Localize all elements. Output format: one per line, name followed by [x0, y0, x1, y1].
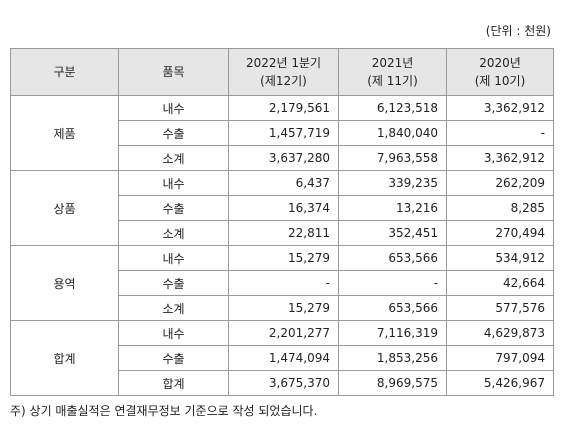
table-row: 소계 15,279 653,566 577,576: [11, 295, 554, 321]
group-cell: 용역: [10, 245, 119, 321]
table-row: 수출 1,457,719 1,840,040-: [11, 120, 554, 146]
value-cell: 2,179,561: [228, 95, 339, 121]
value-cell: 6,123,518: [338, 95, 447, 121]
item-cell: 내수: [118, 245, 229, 271]
value-cell: -: [338, 270, 447, 296]
header-cell: 2020년 (제 10기): [446, 48, 554, 96]
value-cell: 2,201,277: [228, 320, 339, 346]
header-text: (제12기): [260, 74, 307, 88]
value-cell: 22,811: [228, 220, 339, 246]
item-cell: 수출: [118, 270, 229, 296]
value-cell: 1,457,719: [228, 120, 339, 146]
sales-table: 구분 품목 2022년 1분기 (제12기) 2021년 (제 11기) 2020년 (제 1…: [10, 48, 554, 396]
value-cell: 3,362,912: [446, 145, 554, 171]
item-cell: 내수: [118, 95, 229, 121]
header-row: 구분 품목 2022년 1분기 (제12기) 2021년 (제 11기) 2020년 (제 1…: [10, 48, 554, 96]
item-cell: 수출: [118, 345, 229, 371]
table-row: 수출 16,374 13,216 8,285: [11, 195, 554, 221]
item-cell: 소계: [118, 220, 229, 246]
table-body: 제품 내수 2,179,561 6,123,518 3,362,912 수출 1,457,7…: [10, 95, 554, 396]
value-cell: 3,637,280: [228, 145, 339, 171]
value-cell: 577,576: [446, 295, 554, 321]
value-cell: 653,566: [338, 295, 447, 321]
value-cell: 1,853,256: [338, 345, 447, 371]
value-cell: 1,840,040: [338, 120, 447, 146]
value-cell: 15,279: [228, 295, 339, 321]
header-cell: 2021년 (제 11기): [338, 48, 447, 96]
value-cell: 42,664: [446, 270, 554, 296]
value-cell: 7,963,558: [338, 145, 447, 171]
item-cell: 합계: [118, 370, 229, 396]
value-cell: 3,362,912: [446, 95, 554, 121]
header-text: 2022년 1분기: [245, 56, 322, 70]
header-text: 품목: [162, 65, 185, 79]
value-cell: 352,451: [338, 220, 447, 246]
footnote: 주) 상기 매출실적은 연결재무정보 기준으로 작성 되었습니다.: [10, 404, 318, 418]
table-row: 수출 - -42,664: [11, 270, 554, 296]
unit-note: (단위 : 천원): [485, 24, 551, 38]
value-cell: 1,474,094: [228, 345, 339, 371]
value-cell: 5,426,967: [446, 370, 554, 396]
value-cell: -: [228, 270, 339, 296]
value-cell: 262,209: [446, 170, 554, 196]
header-text: (제 10기): [474, 74, 526, 88]
header-text: 구분: [53, 65, 76, 79]
group-cell: 제품: [10, 95, 119, 171]
header-cell: 2022년 1분기 (제12기): [228, 48, 339, 96]
table-row: 제품 내수 2,179,561 6,123,518 3,362,912: [10, 95, 554, 171]
item-cell: 소계: [118, 295, 229, 321]
item-cell: 내수: [118, 320, 229, 346]
header-text: (제 11기): [367, 74, 418, 88]
item-cell: 수출: [118, 195, 229, 221]
value-cell: 534,912: [446, 245, 554, 271]
table-row: 소계 3,637,280 7,963,558 3,362,912: [11, 145, 554, 171]
group-cell: 상품: [10, 170, 119, 246]
value-cell: -: [446, 120, 554, 146]
value-cell: 7,116,319: [338, 320, 447, 346]
value-cell: 270,494: [446, 220, 554, 246]
table-row: 상품 내수 6,437 339,235 262,209: [10, 170, 554, 246]
value-cell: 8,285: [446, 195, 554, 221]
value-cell: 653,566: [338, 245, 447, 271]
group-cell: 합계: [10, 320, 119, 396]
value-cell: 6,437: [228, 170, 339, 196]
table-row: 용역 내수 15,279 653,566 534,912: [10, 245, 554, 321]
value-cell: 339,235: [338, 170, 447, 196]
value-cell: 15,279: [228, 245, 339, 271]
table-row: 합계 내수 2,201,277 7,116,319 4,629,873: [10, 320, 554, 396]
value-cell: 4,629,873: [446, 320, 554, 346]
item-cell: 내수: [118, 170, 229, 196]
header-text: 2021년: [371, 56, 414, 70]
item-cell: 수출: [118, 120, 229, 146]
item-cell: 소계: [118, 145, 229, 171]
value-cell: 16,374: [228, 195, 339, 221]
header-text: 2020년: [479, 56, 521, 70]
value-cell: 3,675,370: [228, 370, 339, 396]
value-cell: 797,094: [446, 345, 554, 371]
header-cell: 품목: [118, 48, 229, 96]
table-row: 합계 3,675,370 8,969,575 5,426,967: [11, 370, 554, 396]
value-cell: 13,216: [338, 195, 447, 221]
value-cell: 8,969,575: [338, 370, 447, 396]
header-cell: 구분: [10, 48, 119, 96]
